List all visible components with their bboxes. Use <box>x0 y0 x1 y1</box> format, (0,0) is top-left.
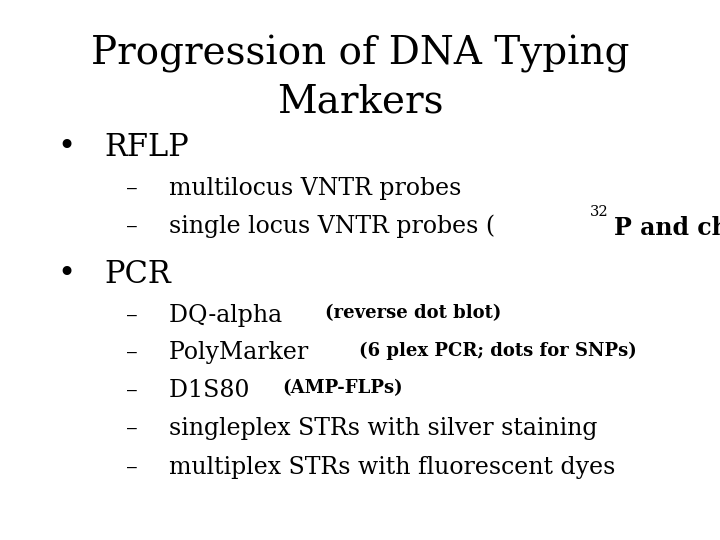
Text: singleplex STRs with silver staining: singleplex STRs with silver staining <box>169 417 598 440</box>
Text: –: – <box>126 456 138 480</box>
Text: –: – <box>126 304 138 327</box>
Text: PCR: PCR <box>104 259 171 290</box>
Text: 32: 32 <box>0 539 1 540</box>
Text: (reverse dot blot): (reverse dot blot) <box>325 304 501 322</box>
Text: 32: 32 <box>590 205 608 219</box>
Text: –: – <box>126 341 138 365</box>
Text: (AMP-FLPs): (AMP-FLPs) <box>283 379 403 397</box>
Text: Progression of DNA Typing: Progression of DNA Typing <box>91 35 629 73</box>
Text: PolyMarker: PolyMarker <box>169 341 316 365</box>
Text: –: – <box>126 379 138 402</box>
Text: Markers: Markers <box>276 84 444 121</box>
Text: •: • <box>58 259 76 290</box>
Text: single locus VNTR probes (: single locus VNTR probes ( <box>169 215 495 239</box>
Text: RFLP: RFLP <box>104 132 189 163</box>
Text: multiplex STRs with fluorescent dyes: multiplex STRs with fluorescent dyes <box>169 456 616 480</box>
Text: –: – <box>126 215 138 238</box>
Text: P and chemi): P and chemi) <box>614 215 720 239</box>
Text: (6 plex PCR; dots for SNPs): (6 plex PCR; dots for SNPs) <box>359 341 636 360</box>
Text: DQ-alpha: DQ-alpha <box>169 304 290 327</box>
Text: –: – <box>126 177 138 200</box>
Text: •: • <box>58 132 76 163</box>
Text: –: – <box>126 417 138 440</box>
Text: D1S80: D1S80 <box>169 379 257 402</box>
Text: multilocus VNTR probes: multilocus VNTR probes <box>169 177 462 200</box>
